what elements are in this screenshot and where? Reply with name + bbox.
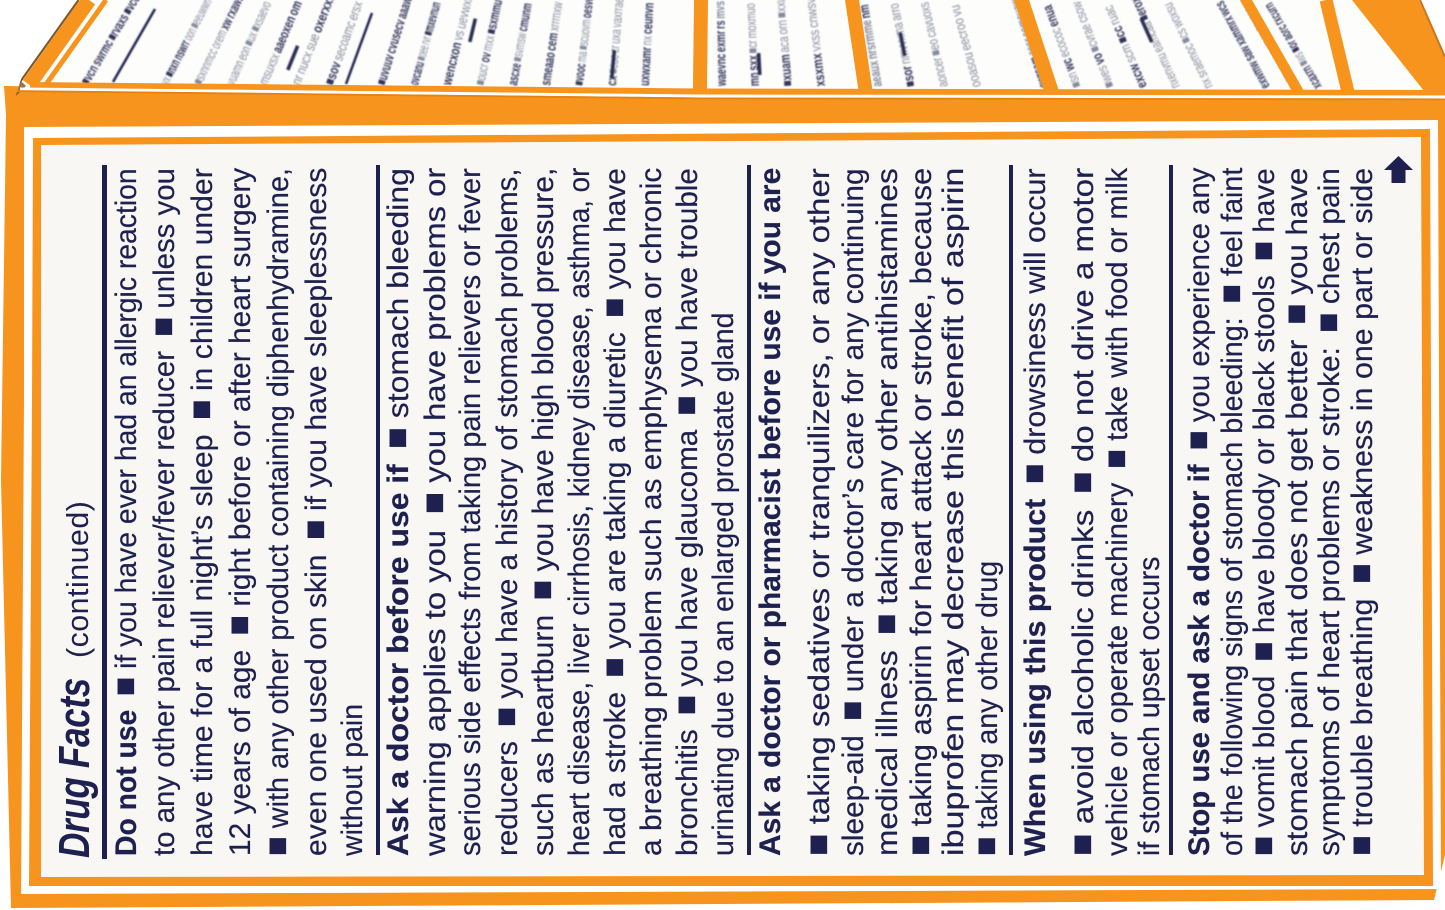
svg-text:■xuam aca orn ■xxu: ■xuam aca orn ■xxu (771, 0, 795, 87)
svg-text:■oucr ov mxx ■sxmmu: ■oucr ov mxx ■sxmmu (471, 0, 505, 87)
svg-text:uxwxamr nx ceunvn: uxwxamr nx ceunvn (636, 0, 657, 86)
svg-text:ascxe ■svmsw cmunm: ascxe ■svmsw cmunm (504, 0, 535, 86)
svg-text:xsxmx vxss cnwsv: xsxmx vxss cnwsv (802, 0, 828, 87)
svg-text:■vooc ma ■scuovm oesve: ■vooc ma ■scuovm oesve (570, 0, 597, 86)
svg-text:■sn wc ecococ enua: ■sn wc ecococ enua (1038, 1, 1083, 90)
svg-text:excw scm ■cc ruac: excw scm ■cc ruac (1099, 1, 1150, 91)
svg-text:waevnc exmr rs mvs: waevnc exmr rs mvs (711, 0, 729, 87)
svg-text:smeaao cem xrrrnxw: smeaao cem xrrrnxw (537, 0, 566, 86)
svg-text:mn sxx ■cr moxmuo: mn sxx ■cr moxmuo (742, 1, 762, 87)
